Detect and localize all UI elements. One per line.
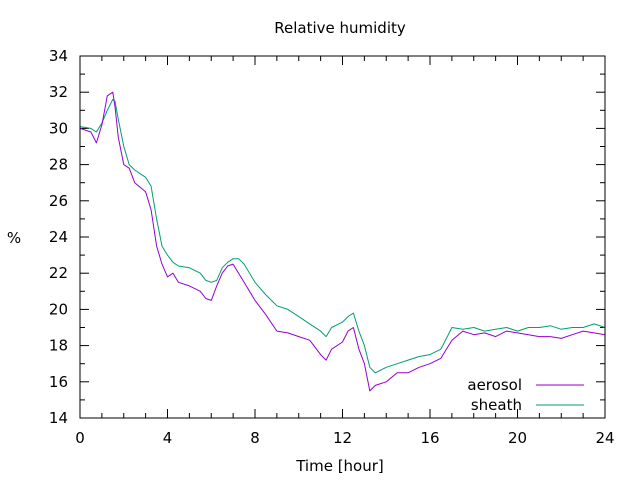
y-tick-label: 28 bbox=[49, 156, 68, 174]
y-tick-label: 34 bbox=[49, 47, 68, 65]
plot-frame bbox=[79, 55, 606, 419]
y-tick-label: 16 bbox=[49, 373, 68, 391]
legend: aerosol sheath bbox=[467, 376, 584, 414]
legend-label-aerosol: aerosol bbox=[467, 376, 522, 394]
y-tick-label: 24 bbox=[49, 228, 68, 246]
chart-title: Relative humidity bbox=[274, 19, 406, 37]
x-tick-label: 16 bbox=[420, 429, 439, 447]
x-axis-label: Time [hour] bbox=[295, 457, 384, 475]
y-axis-label: % bbox=[7, 229, 21, 247]
legend-label-sheath: sheath bbox=[471, 396, 522, 414]
y-tick-label: 26 bbox=[49, 192, 68, 210]
x-tick-label: 8 bbox=[250, 429, 260, 447]
x-tick-label: 0 bbox=[75, 429, 85, 447]
axes: 14 16 18 20 22 24 26 28 30 32 34 0 4 8 12 16 20 24 bbox=[49, 47, 615, 447]
y-tick-label: 30 bbox=[49, 119, 68, 137]
y-tick-label: 32 bbox=[49, 83, 68, 101]
x-tick-label: 24 bbox=[595, 429, 614, 447]
y-tick-label: 22 bbox=[49, 264, 68, 282]
series-layer bbox=[79, 91, 606, 392]
series-line-aerosol bbox=[79, 91, 606, 392]
y-tick-label: 20 bbox=[49, 300, 68, 318]
series-line-sheath bbox=[79, 98, 606, 374]
y-tick-label: 14 bbox=[49, 409, 68, 427]
y-tick-label: 18 bbox=[49, 337, 68, 355]
x-tick-label: 20 bbox=[508, 429, 527, 447]
x-tick-label: 4 bbox=[163, 429, 173, 447]
x-tick-label: 12 bbox=[333, 429, 352, 447]
